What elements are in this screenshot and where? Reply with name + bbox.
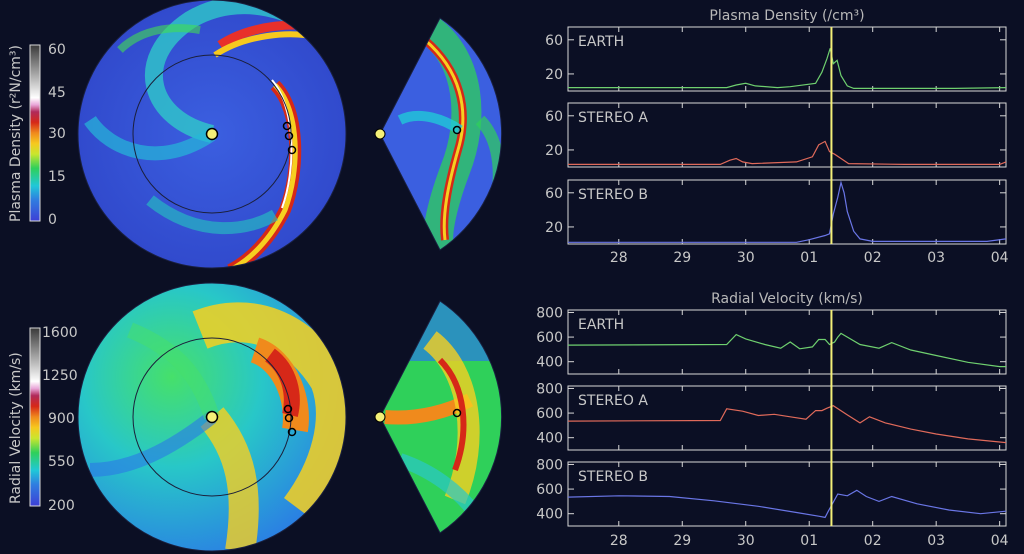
stereo-a-marker	[284, 131, 294, 141]
y-tick-label: 60	[545, 109, 563, 125]
x-tick-label: 04	[991, 533, 1009, 549]
stereo-b-marker	[287, 427, 297, 437]
stereo-b-marker	[287, 145, 297, 155]
x-tick-label: 29	[673, 533, 691, 549]
y-tick-label: 600	[536, 330, 563, 346]
density-colorbar-gradient	[29, 44, 41, 222]
earth-marker	[282, 121, 292, 131]
velocity-colorbar: 1600 1250 900 550 200 Radial Velocity (k…	[8, 325, 78, 514]
panel-frame	[567, 102, 1007, 168]
series-line-earth	[567, 332, 1006, 368]
density-cb-tick-3: 15	[48, 169, 66, 185]
x-tick-label: 02	[864, 533, 882, 549]
velocity-cb-tick-1: 1250	[42, 368, 78, 384]
x-tick-label: 04	[991, 250, 1009, 266]
y-tick-label: 400	[536, 355, 563, 371]
velocity-polar-map	[77, 282, 347, 552]
x-tick-label: 30	[737, 250, 755, 266]
wedge-sun-marker	[374, 411, 386, 423]
panel-frame	[567, 179, 1007, 245]
y-tick-label: 600	[536, 482, 563, 498]
wedge-earth-marker	[452, 408, 462, 418]
stereo-a-marker	[284, 413, 294, 423]
velocity-cb-tick-2: 900	[48, 411, 75, 427]
y-tick-label: 60	[545, 33, 563, 49]
panel-frame	[567, 26, 1007, 92]
panel-frame	[567, 461, 1007, 527]
x-tick-label: 28	[610, 250, 628, 266]
y-tick-label: 400	[536, 431, 563, 447]
x-tick-label: 02	[864, 250, 882, 266]
y-tick-label: 20	[545, 67, 563, 83]
radial-velocity-chart: Radial Velocity (km/s) 800 600 400 EARTH 800…	[536, 291, 1008, 549]
panel-name: EARTH	[578, 34, 624, 50]
panel-name: EARTH	[578, 317, 624, 333]
x-tick-label: 03	[927, 250, 945, 266]
x-tick-label: 01	[800, 250, 818, 266]
y-tick-label: 20	[545, 220, 563, 236]
series-line-stereo_b	[568, 180, 1007, 243]
panel-name: STEREO A	[578, 393, 648, 409]
velocity-colorbar-gradient	[29, 327, 41, 507]
density-polar-map	[77, 0, 347, 269]
panel-name: STEREO B	[578, 469, 648, 485]
plasma-density-chart: Plasma Density (/cm³) 60 20 EARTH 60 20 STERE…	[545, 8, 1008, 266]
x-tick-label: 29	[673, 250, 691, 266]
x-tick-label: 30	[737, 533, 755, 549]
sun-marker	[205, 127, 219, 141]
velocity-colorbar-label: Radial Velocity (km/s)	[8, 352, 24, 504]
y-tick-label: 600	[536, 406, 563, 422]
sun-marker	[205, 410, 219, 424]
y-tick-label: 800	[536, 305, 563, 321]
density-cb-tick-4: 0	[48, 212, 57, 228]
velocity-wedge-map	[374, 300, 503, 534]
panel-name: STEREO A	[578, 110, 648, 126]
series-line-stereo_a	[568, 140, 1007, 165]
density-cb-tick-1: 45	[48, 85, 66, 101]
velocity-cb-tick-0: 1600	[42, 325, 78, 341]
density-wedge-map	[374, 17, 503, 251]
x-tick-label: 01	[800, 533, 818, 549]
radial-velocity-title: Radial Velocity (km/s)	[711, 291, 863, 307]
panel-frame	[567, 385, 1007, 451]
x-tick-label: 28	[610, 533, 628, 549]
plasma-density-title: Plasma Density (/cm³)	[709, 8, 864, 24]
y-tick-label: 800	[536, 381, 563, 397]
panel-frame	[567, 309, 1007, 375]
velocity-cb-tick-3: 550	[48, 454, 75, 470]
wedge-sun-marker	[374, 128, 386, 140]
velocity-cb-tick-4: 200	[48, 498, 75, 514]
y-tick-label: 800	[536, 457, 563, 473]
y-tick-label: 20	[545, 143, 563, 159]
wedge-earth-marker	[452, 125, 462, 135]
y-tick-label: 60	[545, 186, 563, 202]
density-colorbar-label: Plasma Density (r²N/cm³)	[8, 45, 24, 222]
y-tick-label: 400	[536, 507, 563, 523]
panel-name: STEREO B	[578, 187, 648, 203]
series-line-earth	[568, 48, 1007, 89]
density-colorbar: 60 45 30 15 0 Plasma Density (r²N/cm³)	[8, 42, 66, 228]
series-line-stereo_b	[567, 489, 1007, 519]
density-cb-tick-2: 30	[48, 126, 66, 142]
x-tick-label: 03	[927, 533, 945, 549]
series-line-stereo_a	[567, 405, 1007, 444]
earth-marker	[283, 404, 293, 414]
density-cb-tick-0: 60	[48, 42, 66, 58]
